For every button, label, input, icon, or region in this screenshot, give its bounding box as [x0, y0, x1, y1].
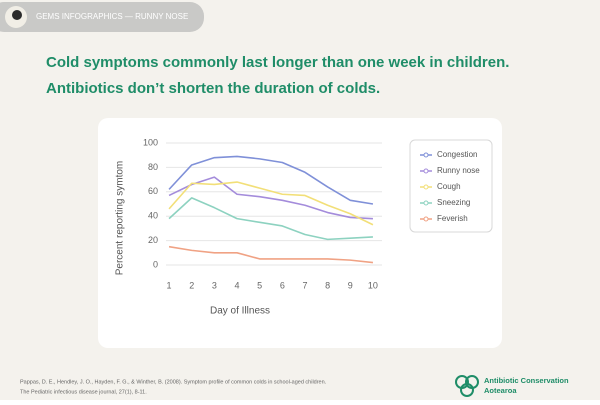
- legend-marker: [423, 168, 429, 174]
- logo-text: Antibiotic Conservation: [484, 376, 569, 385]
- logo-text: Aotearoa: [484, 386, 517, 395]
- legend-marker: [423, 184, 429, 190]
- legend-marker: [423, 200, 429, 206]
- series-line: [168, 181, 374, 226]
- legend-marker: [423, 216, 429, 222]
- legend-marker: [423, 152, 429, 158]
- y-tick-label: 40: [148, 211, 158, 221]
- series-line: [168, 197, 373, 241]
- y-tick-label: 100: [143, 137, 158, 147]
- series-line: [168, 155, 374, 205]
- legend-label: Feverish: [437, 214, 468, 223]
- y-tick-label: 80: [148, 162, 158, 172]
- headline: Cold symptoms commonly last longer than …: [46, 54, 509, 71]
- x-tick-label: 5: [257, 280, 262, 290]
- citation: Pappas, D. E., Hendley, J. O., Hayden, F…: [20, 379, 327, 385]
- legend-label: Cough: [437, 182, 461, 191]
- x-tick-label: 8: [325, 280, 330, 290]
- headline: Antibiotics don’t shorten the duration o…: [46, 80, 380, 97]
- y-axis-label: Percent reporting symtom: [115, 161, 126, 276]
- x-tick-label: 2: [189, 280, 194, 290]
- x-tick-label: 4: [235, 280, 240, 290]
- x-tick-label: 1: [167, 280, 172, 290]
- header-icon-face: [12, 10, 22, 20]
- header-pill: [0, 2, 204, 32]
- x-tick-label: 6: [280, 280, 285, 290]
- x-tick-label: 7: [302, 280, 307, 290]
- x-tick-label: 10: [368, 280, 378, 290]
- legend-label: Congestion: [437, 150, 477, 159]
- legend-label: Runny nose: [437, 166, 480, 175]
- x-axis-label: Day of Illness: [210, 306, 270, 317]
- x-tick-label: 3: [212, 280, 217, 290]
- legend-label: Sneezing: [437, 198, 470, 207]
- y-tick-label: 60: [148, 186, 158, 196]
- legend-box: [409, 139, 493, 233]
- header-label: GEMS INFOGRAPHICS — RUNNY NOSE: [36, 12, 188, 21]
- series-line: [168, 176, 373, 220]
- y-tick-label: 20: [148, 235, 158, 245]
- series-line: [168, 245, 374, 264]
- logo-icon: [455, 375, 479, 397]
- plot: 0 20 40 60 80 100 1 2 3 4 5 6 7 8 9 10 Congestion Runny n…: [143, 137, 480, 290]
- y-tick-label: 0: [153, 259, 158, 269]
- x-tick-label: 9: [348, 280, 353, 290]
- citation: The Pediatric infectious disease journal…: [20, 389, 147, 395]
